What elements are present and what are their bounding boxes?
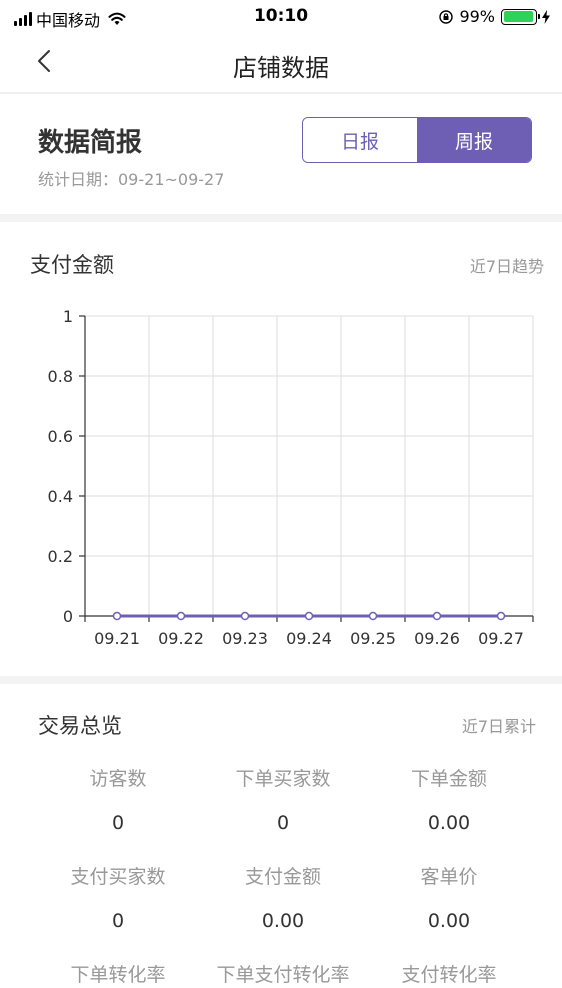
status-bar: 中国移动 10:10 99% (0, 0, 562, 36)
battery-icon (501, 8, 540, 25)
stat-label: 支付转化率 (401, 964, 497, 986)
x-tick-label: 09.27 (478, 629, 524, 648)
stat-label: 客单价 (420, 866, 478, 888)
stat-value: 0.00 (261, 910, 305, 932)
data-point (496, 611, 506, 621)
status-right: 99% (439, 7, 550, 26)
carrier-label: 中国移动 (36, 11, 101, 30)
y-tick-label: 0.4 (48, 487, 73, 506)
data-point (112, 611, 122, 621)
y-tick-label: 0.8 (48, 367, 73, 386)
battery-percent: 99% (459, 7, 495, 26)
y-tick-label: 1 (63, 307, 73, 326)
charging-icon (542, 9, 550, 24)
x-tick-label: 09.24 (286, 629, 332, 648)
signal-icon (14, 12, 32, 26)
tab-weekly[interactable]: 周报 (417, 118, 531, 162)
stat-value: 0.00 (427, 812, 471, 834)
stat-value: 0 (111, 910, 125, 932)
summary-date: 统计日期：09-21~09-27 (38, 170, 225, 189)
data-point (432, 611, 442, 621)
nav-bar: 店铺数据 (0, 36, 562, 92)
stat-label: 访客数 (89, 768, 147, 790)
stat-label: 下单转化率 (70, 964, 166, 986)
section-divider-2 (0, 676, 562, 684)
page-title: 店铺数据 (233, 54, 329, 82)
stat-value: 0.00 (427, 910, 471, 932)
transactions-note: 近7日累计 (461, 717, 536, 736)
data-point (240, 611, 250, 621)
x-tick-label: 09.26 (414, 629, 460, 648)
x-tick-label: 09.21 (94, 629, 140, 648)
y-tick-label: 0 (63, 607, 73, 626)
stat-label: 支付买家数 (70, 866, 166, 888)
data-point (176, 611, 186, 621)
section-divider-1 (0, 214, 562, 222)
y-tick-label: 0.6 (48, 427, 73, 446)
x-tick-label: 09.25 (350, 629, 396, 648)
back-chevron-icon[interactable] (30, 46, 60, 76)
payment-title: 支付金额 (30, 253, 114, 277)
stat-value: 0 (111, 812, 125, 834)
data-point (368, 611, 378, 621)
x-tick-label: 09.23 (222, 629, 268, 648)
payment-note: 近7日趋势 (469, 257, 544, 276)
stat-value: 0 (276, 812, 290, 834)
tab-daily[interactable]: 日报 (303, 118, 417, 162)
payment-chart: 0 0.2 0.4 0.6 0.8 1 09.21 09.22 09.23 09.24 09.25 0… (0, 290, 562, 660)
transactions-title: 交易总览 (38, 714, 122, 738)
x-tick-label: 09.22 (158, 629, 204, 648)
status-time: 10:10 (253, 6, 309, 26)
wifi-icon (108, 12, 126, 25)
orientation-lock-icon (439, 9, 454, 24)
stat-label: 支付金额 (244, 866, 321, 888)
data-point (304, 611, 314, 621)
payment-chart-svg: 0 0.2 0.4 0.6 0.8 1 09.21 09.22 09.23 09.24 09.25 0… (48, 307, 534, 648)
stat-label: 下单支付转化率 (216, 964, 350, 986)
nav-divider (0, 92, 562, 94)
summary-title: 数据简报 (38, 128, 143, 158)
report-toggle: 日报 周报 (302, 117, 532, 163)
stat-label: 下单买家数 (235, 768, 331, 790)
stat-label: 下单金额 (410, 768, 487, 790)
status-left: 中国移动 (14, 7, 126, 31)
y-tick-label: 0.2 (48, 547, 73, 566)
